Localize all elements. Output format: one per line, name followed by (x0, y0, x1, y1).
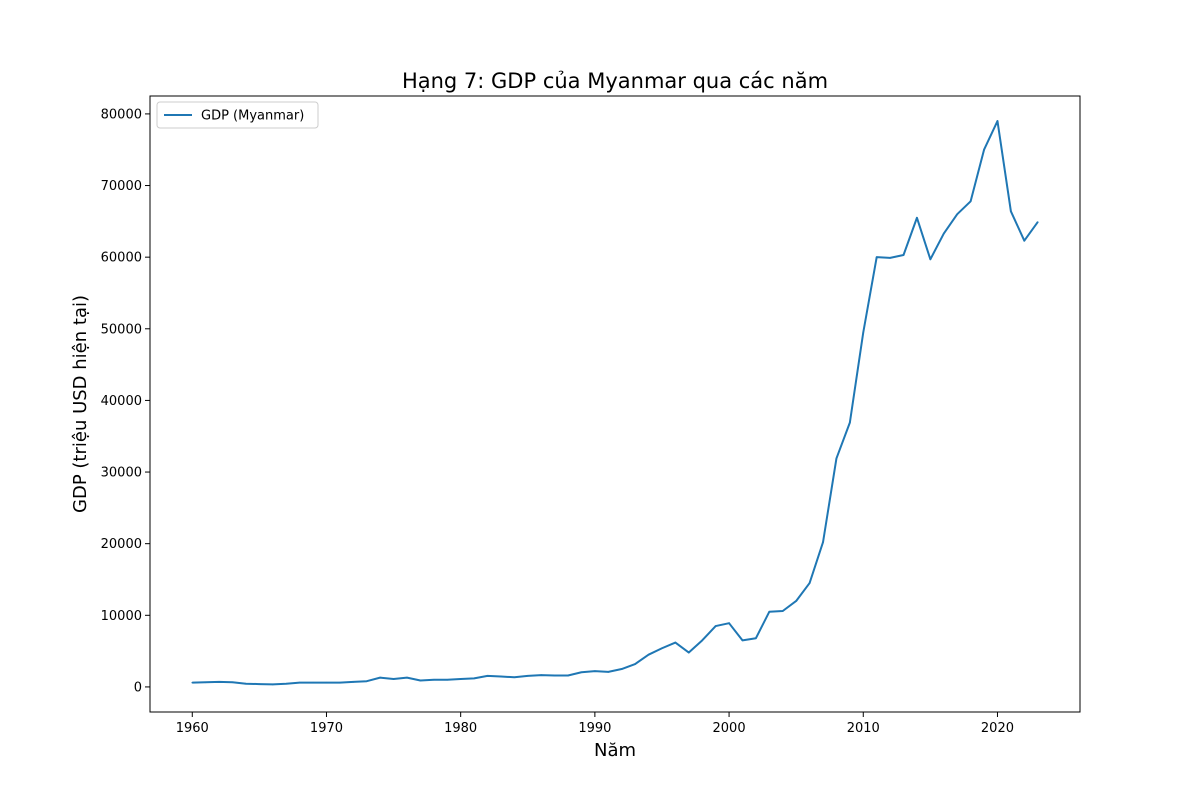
y-tick-label: 30000 (101, 466, 142, 481)
data-point (231, 681, 234, 684)
data-point (285, 682, 288, 685)
data-point (218, 681, 220, 683)
data-point (647, 653, 650, 656)
legend: GDP (Myanmar) (156, 101, 319, 129)
y-tick-label: 40000 (101, 394, 142, 409)
data-point (902, 254, 905, 256)
data-point (392, 678, 395, 680)
chart-title: Hạng 7: GDP của Myanmar qua các năm (402, 69, 828, 93)
data-point (580, 671, 583, 674)
data-point (620, 668, 623, 670)
y-tick-label: 20000 (101, 537, 142, 552)
data-point (755, 637, 757, 640)
data-point (325, 681, 328, 684)
data-point (607, 671, 610, 673)
data-point (526, 675, 529, 677)
data-point (916, 216, 918, 219)
data-point (365, 680, 368, 682)
y-axis-ticks: 0 10000 20000 30000 40000 50000 60000 70000 8000… (101, 107, 150, 695)
y-tick-label: 70000 (101, 179, 142, 194)
data-point (271, 683, 274, 686)
data-point (486, 675, 489, 677)
x-tick-label: 1970 (310, 721, 343, 736)
data-point (808, 582, 811, 584)
data-point (352, 681, 355, 683)
data-point (446, 678, 449, 681)
data-point (862, 331, 865, 334)
y-axis-label: GDP (triệu USD hiện tại) (70, 295, 91, 513)
data-point (312, 681, 314, 684)
data-point (929, 258, 932, 261)
data-point (245, 682, 247, 685)
x-axis-label: Năm (594, 740, 636, 761)
data-point (714, 625, 717, 627)
y-tick-label: 80000 (101, 107, 142, 122)
data-point (1023, 239, 1026, 242)
data-point (849, 421, 851, 424)
data-point (1036, 221, 1039, 223)
data-point (822, 541, 824, 544)
data-point (661, 647, 663, 650)
x-tick-label: 1960 (176, 721, 209, 736)
data-point (553, 674, 556, 677)
data-point (433, 678, 435, 681)
data-point (419, 679, 422, 682)
data-point (701, 639, 704, 642)
data-point (406, 676, 408, 679)
data-point (835, 457, 838, 460)
x-tick-label: 1980 (444, 721, 477, 736)
data-point (969, 200, 972, 203)
x-tick-label: 1990 (578, 721, 611, 736)
x-tick-label: 2010 (847, 721, 880, 736)
series-line-gdp-myanmar (192, 120, 1039, 686)
y-tick-label: 0 (134, 680, 142, 695)
data-point (339, 681, 341, 684)
data-point (983, 148, 985, 151)
x-tick-label: 2000 (713, 721, 746, 736)
plot-area: 1960 1970 1980 1990 2000 2010 2020 0 10000 20000… (101, 95, 1081, 736)
data-point (781, 610, 784, 612)
data-point (567, 674, 569, 677)
axes-frame (149, 95, 1081, 713)
x-tick-label: 2020 (981, 721, 1014, 736)
legend-box (156, 101, 319, 129)
data-point (459, 678, 462, 680)
data-point (889, 257, 891, 259)
data-point (875, 256, 878, 258)
data-point (298, 681, 301, 684)
data-point (768, 610, 771, 613)
legend-label-gdp: GDP (Myanmar) (201, 109, 304, 124)
y-tick-label: 60000 (101, 251, 142, 266)
x-axis-ticks: 1960 1970 1980 1990 2000 2010 2020 (176, 712, 1014, 736)
data-point (795, 600, 797, 602)
data-point (634, 663, 636, 665)
data-point (204, 681, 207, 684)
data-point (594, 670, 596, 672)
data-point (258, 683, 261, 685)
y-tick-label: 50000 (101, 322, 142, 337)
series-layer (191, 120, 1039, 686)
data-point (500, 675, 502, 678)
data-point (741, 639, 744, 642)
data-point (674, 641, 677, 644)
data-point (688, 651, 690, 654)
data-point (1010, 210, 1012, 213)
data-point (728, 622, 730, 624)
data-point (191, 681, 194, 684)
data-point (540, 674, 542, 676)
y-tick-label: 10000 (101, 609, 142, 624)
data-point (379, 676, 381, 679)
data-point (942, 232, 945, 235)
data-point (996, 120, 999, 122)
data-point (473, 677, 475, 680)
data-point (956, 213, 959, 215)
data-point (513, 676, 516, 679)
